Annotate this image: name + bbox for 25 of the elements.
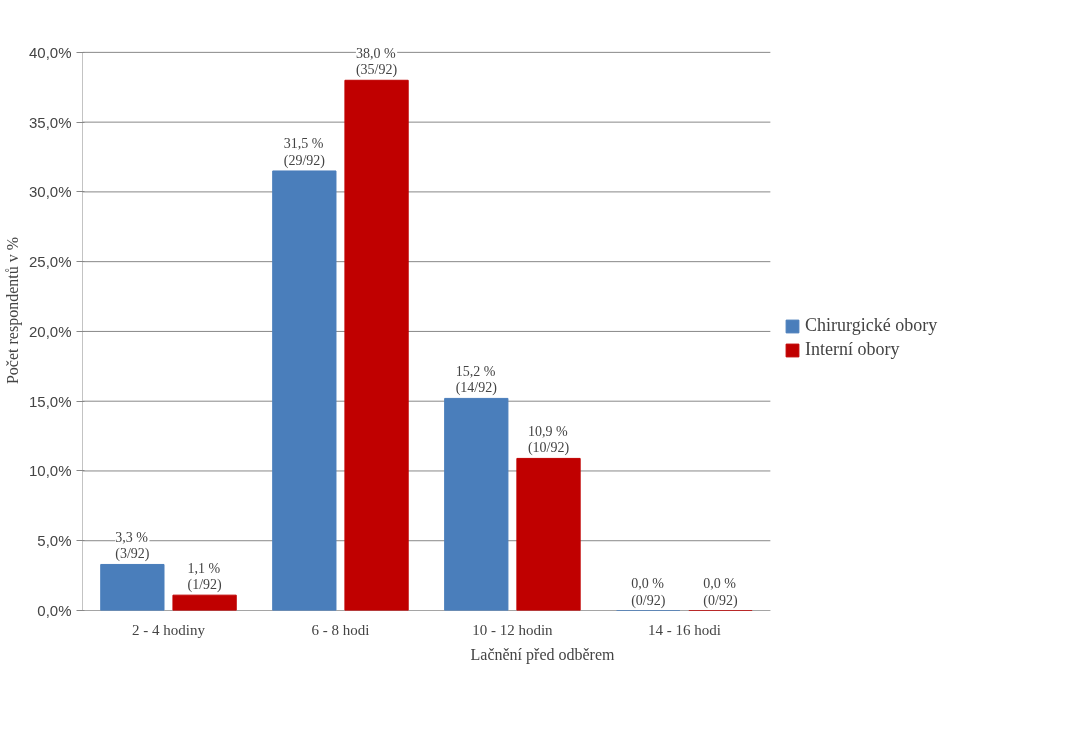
x-axis-title: Lačnění před odběrem xyxy=(470,645,616,664)
y-tick-label: 15,0% xyxy=(28,392,72,410)
y-tick-label: 5,0% xyxy=(37,532,72,550)
y-tick-label: 40,0% xyxy=(28,43,72,61)
y-tick-label: 25,0% xyxy=(28,253,72,271)
y-tick-label: 0,0% xyxy=(37,602,72,619)
x-tick-label: 14 - 16 hodi xyxy=(647,621,721,638)
legend-label: Chirurgické obory xyxy=(805,315,938,336)
y-tick-label: 30,0% xyxy=(28,183,72,201)
data-label: 0,0 % (0/92) xyxy=(631,576,666,609)
data-label: 1,1 % (1/92) xyxy=(187,560,223,594)
data-label: 10,9 % (10/92) xyxy=(527,423,570,457)
y-tick-label: 20,0% xyxy=(28,322,72,340)
x-tick-label: 2 - 4 hodiny xyxy=(132,621,206,638)
y-tick-label: 35,0% xyxy=(28,113,72,131)
data-label: 31,5 % (29/92) xyxy=(283,136,326,169)
y-axis-title: Počet respondentů v % xyxy=(3,236,22,385)
legend-label: Interní obory xyxy=(805,339,900,360)
data-label: 15,2 % (14/92) xyxy=(455,363,498,397)
x-tick-label: 6 - 8 hodi xyxy=(311,621,370,638)
data-label: 0,0 % (0/92) xyxy=(703,576,738,609)
y-tick-label: 10,0% xyxy=(28,462,72,480)
x-tick-label: 10 - 12 hodin xyxy=(472,621,554,638)
data-label: 38,0 % (35/92) xyxy=(355,45,398,79)
data-label: 3,3 % (3/92) xyxy=(115,529,150,563)
